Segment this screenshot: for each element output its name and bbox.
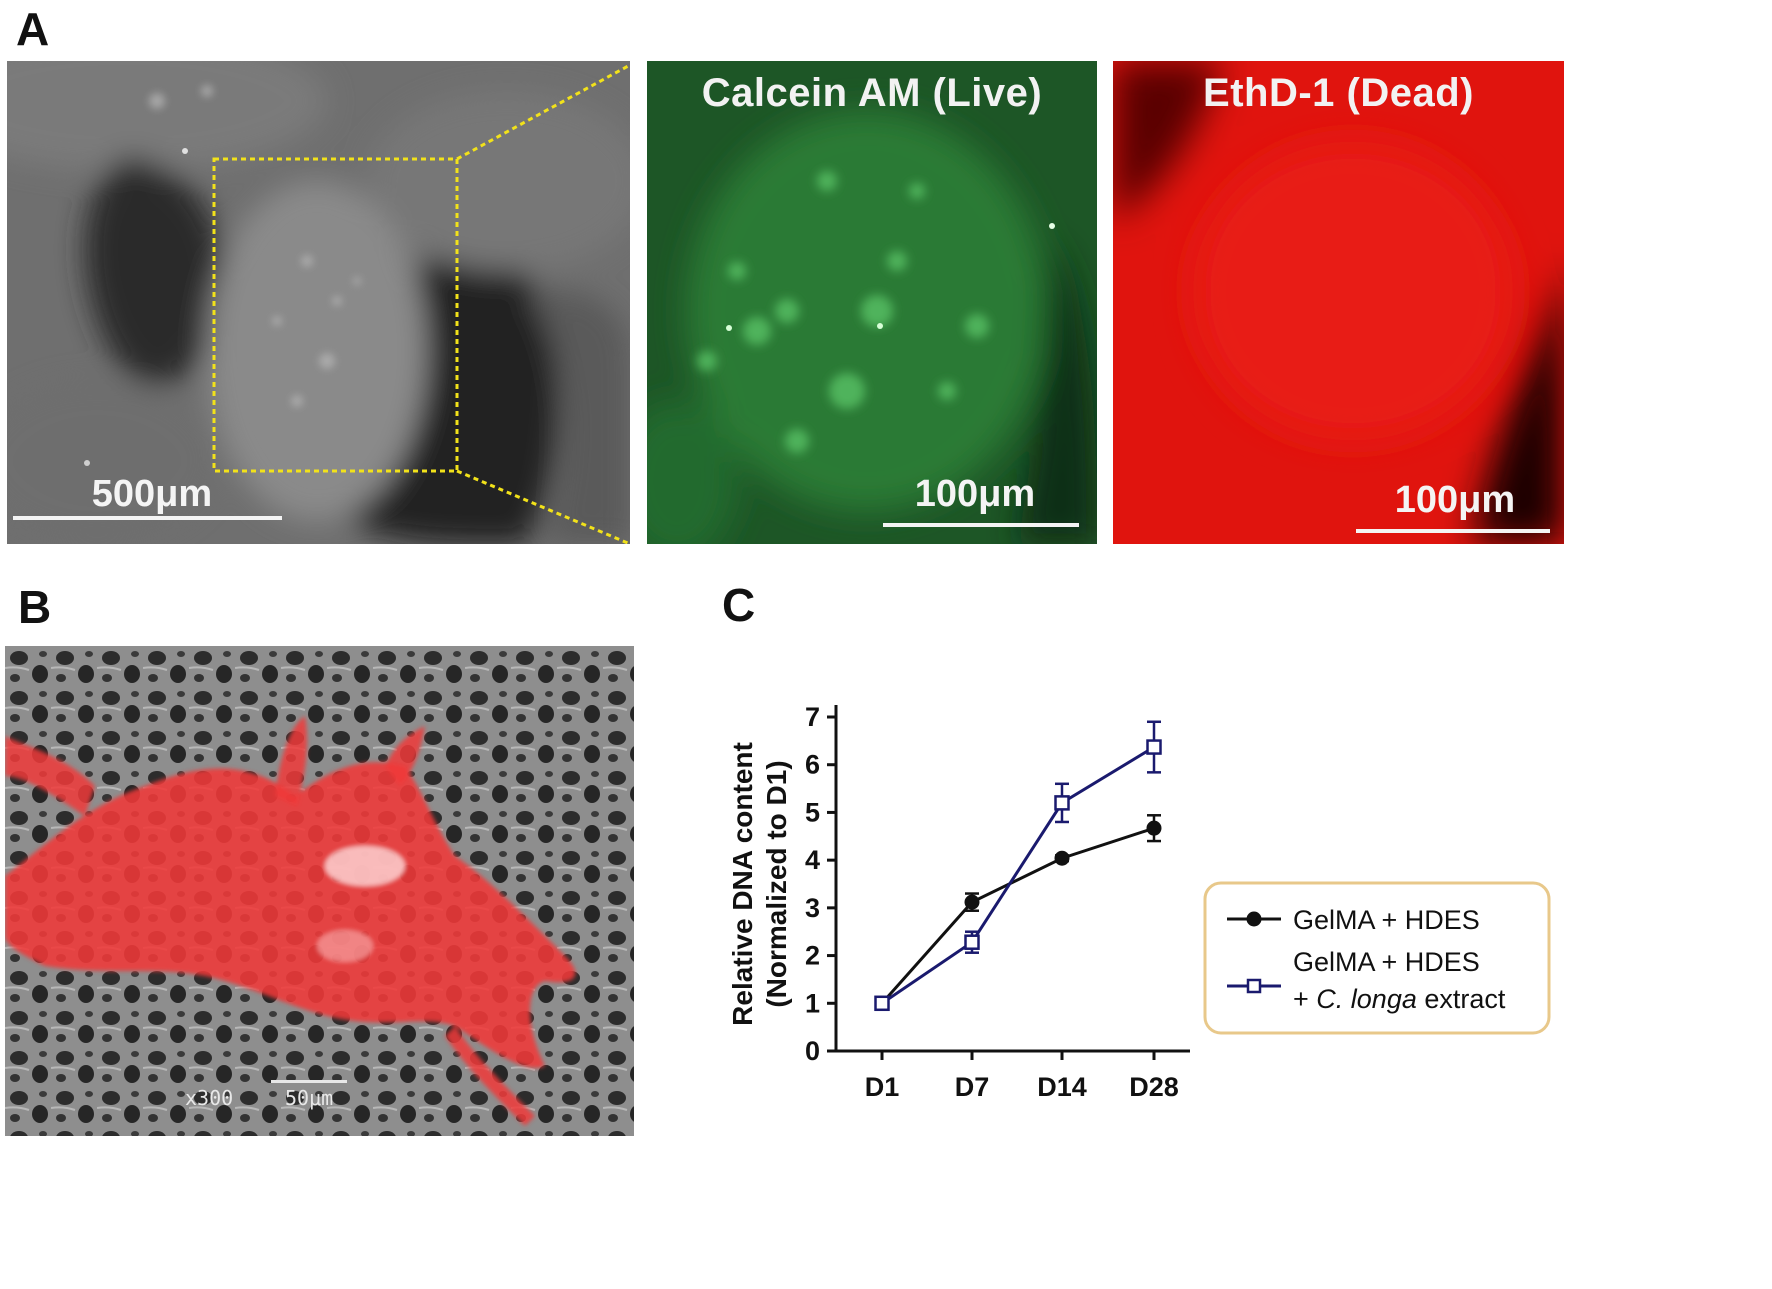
live-scale-label: 100μm [914, 473, 1036, 515]
legend-marker-series-2 [1246, 978, 1262, 994]
y-tick-label: 4 [805, 845, 820, 875]
panel-letter-a: A [16, 3, 50, 55]
sem-micrograph: x300 50μm [5, 646, 634, 1136]
live-scale-bar [883, 523, 1079, 527]
y-axis-label-line1: Relative DNA content [727, 742, 758, 1026]
dead-micrograph-image [1113, 61, 1564, 544]
data-point-series-1 [1146, 820, 1162, 836]
legend-label-series-2-line1: GelMA + HDES [1293, 947, 1480, 977]
x-tick-label: D7 [955, 1072, 990, 1102]
overview-micrograph: 500μm [7, 61, 630, 544]
dead-scale-label: 100μm [1394, 479, 1516, 521]
y-tick-label: 7 [805, 702, 820, 732]
x-tick-label: D1 [865, 1072, 900, 1102]
sem-micrograph-image [5, 646, 634, 1136]
sem-magnification: x300 [185, 1086, 234, 1110]
series-line-2 [881, 745, 1155, 1005]
y-axis-label-line2: (Normalized to D1) [761, 760, 792, 1007]
zoom-box [212, 157, 459, 473]
live-micrograph-image [647, 61, 1097, 544]
overview-micrograph-image [7, 61, 630, 544]
live-stain-title: Calcein AM (Live) [701, 71, 1043, 115]
live-micrograph: Calcein AM (Live) 100μm [647, 61, 1097, 544]
y-tick-label: 2 [805, 941, 820, 971]
dna-content-chart: 0 1 2 3 4 5 6 7 D1 D7 D14 D28 Relative DNA content (N… [727, 702, 1551, 1102]
panel-letter-b: B [18, 581, 52, 633]
y-tick-label: 3 [805, 893, 820, 923]
overview-scale-label: 500μm [91, 473, 213, 515]
series-line-1 [880, 826, 1155, 1005]
legend-label-series-1: GelMA + HDES [1293, 905, 1480, 935]
x-tick-label: D28 [1129, 1072, 1179, 1102]
y-tick-label: 1 [805, 988, 820, 1018]
dead-stain-title: EthD-1 (Dead) [1203, 71, 1474, 115]
y-tick-label: 5 [805, 797, 820, 827]
panel-letter-c: C [722, 579, 756, 631]
x-tick-label: D14 [1037, 1072, 1087, 1102]
legend-label-series-2-line2: + C. longa extract [1293, 984, 1506, 1014]
legend-box [1203, 881, 1551, 1035]
cell-overlay [5, 716, 576, 1126]
sem-scale-bar [271, 1080, 347, 1083]
y-tick-label: 6 [805, 750, 820, 780]
sem-scale-label: 50μm [285, 1086, 334, 1110]
data-point-series-1 [964, 894, 980, 910]
overview-scale-bar [13, 516, 282, 520]
data-point-series-2 [964, 934, 980, 950]
data-point-series-2 [1054, 795, 1070, 811]
dead-micrograph: EthD-1 (Dead) 100μm [1113, 61, 1564, 544]
legend-marker-series-1 [1246, 911, 1262, 927]
data-point-series-1 [1054, 850, 1070, 866]
dead-scale-bar [1356, 529, 1550, 533]
data-point-series-2 [1146, 739, 1162, 755]
data-point-series-2 [874, 995, 890, 1012]
y-tick-label: 0 [805, 1036, 820, 1066]
